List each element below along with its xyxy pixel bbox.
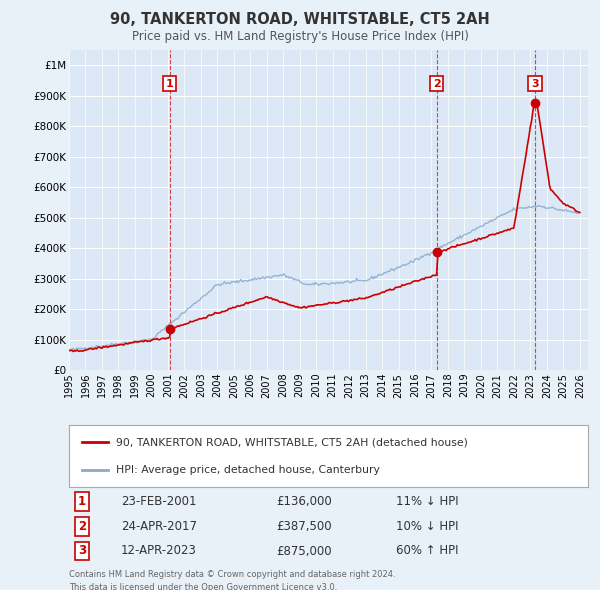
Text: 1: 1 — [78, 495, 86, 508]
Text: 2: 2 — [433, 78, 440, 88]
Text: 60% ↑ HPI: 60% ↑ HPI — [396, 545, 458, 558]
Text: 23-FEB-2001: 23-FEB-2001 — [121, 495, 196, 508]
Text: 10% ↓ HPI: 10% ↓ HPI — [396, 520, 458, 533]
Text: 3: 3 — [531, 78, 539, 88]
Text: Price paid vs. HM Land Registry's House Price Index (HPI): Price paid vs. HM Land Registry's House … — [131, 30, 469, 43]
Text: 2: 2 — [78, 520, 86, 533]
Text: Contains HM Land Registry data © Crown copyright and database right 2024.: Contains HM Land Registry data © Crown c… — [69, 571, 395, 579]
Text: This data is licensed under the Open Government Licence v3.0.: This data is licensed under the Open Gov… — [69, 583, 337, 590]
Text: 1: 1 — [166, 78, 174, 88]
Text: £387,500: £387,500 — [277, 520, 332, 533]
Text: 24-APR-2017: 24-APR-2017 — [121, 520, 197, 533]
Text: 90, TANKERTON ROAD, WHITSTABLE, CT5 2AH: 90, TANKERTON ROAD, WHITSTABLE, CT5 2AH — [110, 12, 490, 27]
Text: HPI: Average price, detached house, Canterbury: HPI: Average price, detached house, Cant… — [116, 465, 380, 474]
Text: 90, TANKERTON ROAD, WHITSTABLE, CT5 2AH (detached house): 90, TANKERTON ROAD, WHITSTABLE, CT5 2AH … — [116, 437, 467, 447]
Text: £136,000: £136,000 — [277, 495, 332, 508]
Text: 11% ↓ HPI: 11% ↓ HPI — [396, 495, 458, 508]
Text: 12-APR-2023: 12-APR-2023 — [121, 545, 197, 558]
Text: £875,000: £875,000 — [277, 545, 332, 558]
Text: 3: 3 — [78, 545, 86, 558]
